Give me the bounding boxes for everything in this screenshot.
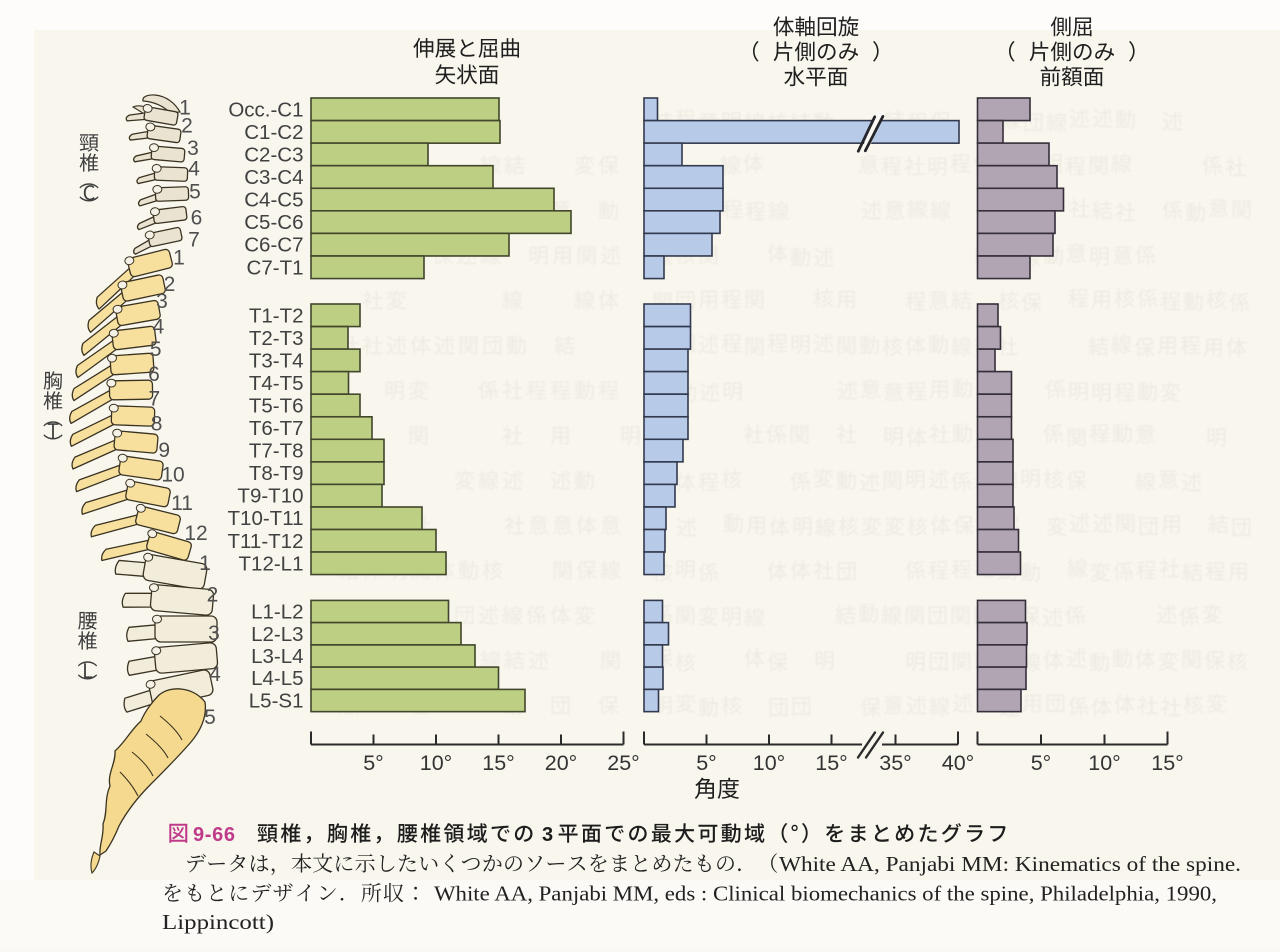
svg-text:3: 3 (156, 290, 168, 313)
svg-text:35°: 35° (879, 751, 912, 775)
svg-text:C2-C3: C2-C3 (244, 143, 303, 166)
svg-text:9-66: 9-66 (193, 824, 235, 846)
svg-text:7: 7 (188, 229, 200, 252)
svg-text:C5-C6: C5-C6 (244, 211, 303, 234)
svg-text:T6-T7: T6-T7 (249, 417, 304, 440)
svg-text:6: 6 (148, 363, 160, 386)
svg-text:5: 5 (204, 706, 216, 729)
svg-text:11: 11 (171, 492, 193, 515)
svg-text:L1-L2: L1-L2 (251, 601, 303, 624)
svg-text:T4-T5: T4-T5 (249, 372, 304, 395)
svg-text:6: 6 (191, 206, 203, 229)
svg-text:40°: 40° (942, 751, 975, 775)
svg-text:C7-T1: C7-T1 (247, 256, 304, 279)
svg-text:10°: 10° (753, 751, 786, 775)
svg-text:5: 5 (189, 181, 201, 204)
svg-text:4: 4 (209, 663, 221, 686)
svg-text:25°: 25° (607, 751, 640, 775)
svg-text:2: 2 (181, 115, 193, 138)
svg-text:5°: 5° (696, 751, 717, 775)
svg-text:12: 12 (184, 522, 207, 545)
svg-text:15°: 15° (815, 751, 848, 775)
svg-text:White AA, Panjabi MM: Kinemati: White AA, Panjabi MM: Kinematics of the … (779, 852, 1241, 876)
svg-text:2: 2 (164, 273, 176, 296)
svg-text:L3-L4: L3-L4 (251, 645, 303, 668)
svg-text:C4-C5: C4-C5 (244, 189, 303, 212)
svg-text:L4-L5: L4-L5 (251, 667, 303, 690)
svg-text:8: 8 (151, 413, 163, 436)
svg-text:15°: 15° (1151, 751, 1184, 775)
svg-text:Occ.-C1: Occ.-C1 (228, 98, 303, 121)
svg-text:10: 10 (161, 464, 184, 487)
svg-text:T5-T6: T5-T6 (249, 395, 304, 418)
svg-text:T2-T3: T2-T3 (249, 327, 304, 350)
svg-text:C6-C7: C6-C7 (244, 234, 303, 257)
svg-text:20°: 20° (545, 751, 578, 775)
svg-text:L2-L3: L2-L3 (251, 623, 303, 646)
svg-text:5: 5 (150, 338, 162, 361)
svg-text:3: 3 (187, 137, 199, 160)
svg-text:White AA, Panjabi MM, eds : Cl: White AA, Panjabi MM, eds : Clinical bio… (434, 882, 1217, 906)
svg-text:C3-C4: C3-C4 (244, 166, 303, 189)
svg-text:1: 1 (173, 246, 185, 269)
svg-text:T1-T2: T1-T2 (249, 304, 304, 327)
svg-text:T11-T12: T11-T12 (228, 530, 304, 553)
svg-text:5°: 5° (1031, 751, 1052, 775)
svg-text:T7-T8: T7-T8 (249, 440, 304, 463)
svg-text:T8-T9: T8-T9 (249, 462, 304, 485)
svg-text:1: 1 (199, 552, 211, 575)
svg-text:4: 4 (153, 316, 165, 339)
svg-text:3: 3 (208, 622, 220, 645)
svg-text:Lippincott): Lippincott) (162, 910, 274, 934)
svg-text:3: 3 (542, 824, 553, 846)
svg-text:T10-T11: T10-T11 (228, 507, 304, 530)
svg-text:2: 2 (207, 584, 219, 607)
svg-text:15°: 15° (482, 751, 515, 775)
svg-text:10°: 10° (1088, 751, 1121, 775)
svg-text:4: 4 (188, 158, 200, 181)
svg-text:5°: 5° (363, 751, 384, 775)
svg-text:T12-L1: T12-L1 (239, 552, 304, 575)
svg-text:10°: 10° (420, 751, 453, 775)
svg-text:9: 9 (158, 439, 170, 462)
svg-text:L5-S1: L5-S1 (249, 690, 304, 713)
svg-text:T3-T4: T3-T4 (249, 349, 304, 372)
svg-text:1: 1 (179, 97, 191, 120)
svg-text:C1-C2: C1-C2 (244, 121, 303, 144)
svg-text:T9-T10: T9-T10 (237, 485, 303, 508)
svg-text:7: 7 (149, 387, 161, 410)
